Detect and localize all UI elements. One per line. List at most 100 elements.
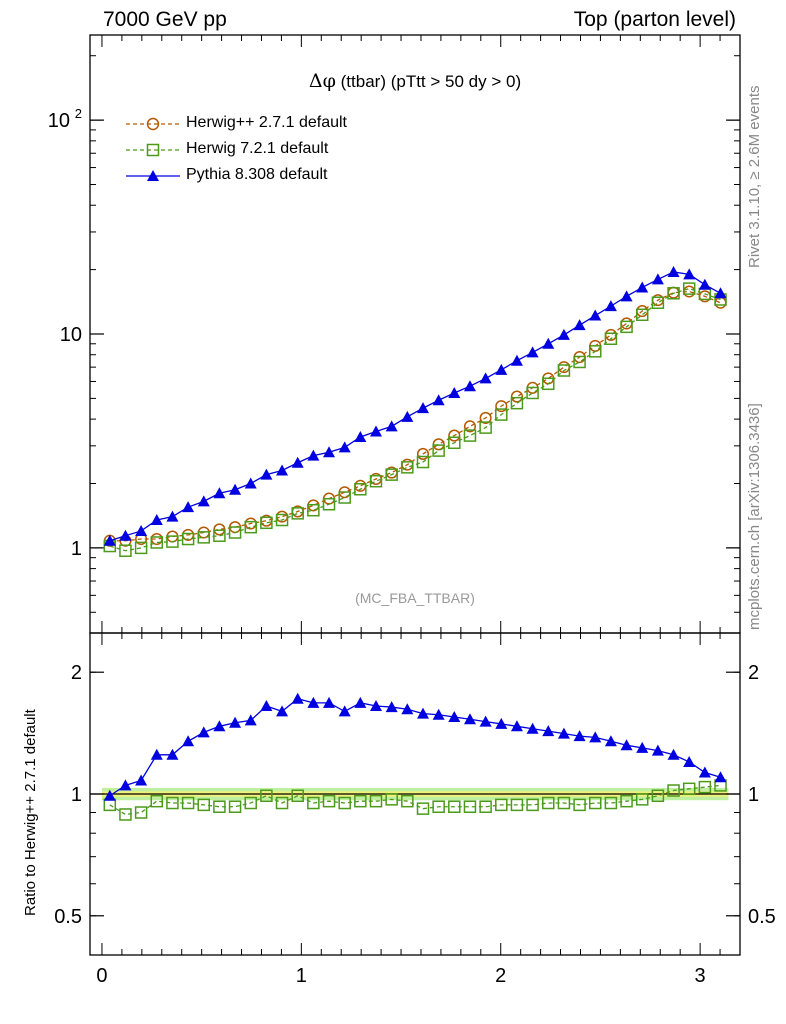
- ratio-series-square-point: [119, 808, 132, 821]
- ratio-series-triangle-point: [182, 735, 195, 747]
- ratio-series-square-point: [228, 800, 242, 814]
- main-series-square-point: [510, 396, 524, 410]
- ratio-series-square-point: [166, 796, 179, 810]
- main-series-square-point: [432, 444, 445, 457]
- main-x-ticks: [101, 35, 741, 633]
- main-series-square-point: [557, 364, 571, 377]
- ratio-series-triangle-point: [370, 700, 382, 712]
- legend-label-herwigpp: Herwig++ 2.7.1 default: [186, 114, 347, 131]
- ratio-series-square-point: [197, 798, 210, 812]
- ratio-y-tick-label-right: 1: [748, 784, 759, 806]
- ratio-series-square: [103, 779, 727, 821]
- main-series-square-point: [635, 308, 649, 322]
- ratio-y-axis-label: Ratio to Herwig++ 2.7.1 default: [22, 709, 39, 916]
- ratio-series-triangle-point: [683, 755, 696, 767]
- ratio-series-square-point: [651, 789, 665, 803]
- plot-title-symbol: Δφ: [308, 70, 336, 92]
- ratio-series-triangle-point: [636, 741, 649, 753]
- main-series-triangle-point: [714, 287, 727, 299]
- main-series-circle-point: [495, 400, 508, 413]
- main-series-square-point: [119, 544, 132, 557]
- main-series-square-point: [307, 503, 320, 517]
- ratio-series-square-point: [338, 796, 351, 810]
- main-series-triangle-point: [244, 477, 257, 489]
- ratio-series-triangle-point: [714, 771, 727, 783]
- main-series-triangle-point: [354, 430, 367, 442]
- ratio-panel: 0.5 0.5 1 1 2 2 0 1 2 3: [54, 632, 776, 987]
- ratio-series-triangle-point: [291, 692, 304, 704]
- analysis-tag: (MC_FBA_TTBAR): [355, 590, 475, 606]
- main-series-square-point: [682, 282, 696, 295]
- ratio-series-triangle-point: [276, 705, 289, 717]
- ratio-series-triangle-line: [109, 697, 721, 797]
- main-series-triangle-point: [103, 534, 116, 546]
- ratio-series-triangle-point: [510, 720, 523, 732]
- ratio-series-square-point: [682, 782, 696, 796]
- x-tick-label: 0: [96, 965, 107, 987]
- main-series-triangle-point: [526, 346, 539, 358]
- ratio-series-square-point: [369, 794, 383, 808]
- ratio-series-square-point: [526, 798, 539, 812]
- main-series-square-point: [604, 332, 618, 346]
- main-series-square-point: [166, 535, 179, 548]
- ratio-series-triangle-point: [620, 739, 633, 751]
- main-series-circle-point: [510, 390, 523, 403]
- ratio-series-square-point: [542, 796, 555, 810]
- main-series-triangle-point: [495, 363, 508, 375]
- main-series-triangle-point: [385, 420, 398, 432]
- ratio-series-square-point: [150, 794, 164, 808]
- ratio-series-square-point: [291, 789, 304, 803]
- ratio-series-triangle-point: [479, 715, 492, 727]
- main-series-triangle-point: [229, 483, 242, 495]
- ratio-series-triangle-point: [416, 707, 429, 719]
- ratio-series-triangle-point: [103, 789, 116, 801]
- ratio-series-square-point: [557, 796, 571, 810]
- ratio-series-triangle-point: [573, 730, 586, 742]
- main-series-triangle-line: [109, 271, 721, 542]
- main-series-triangle-point: [307, 449, 320, 461]
- ratio-series-triangle-point: [307, 696, 320, 708]
- ratio-y-ticks: [90, 671, 740, 956]
- ratio-series-square-point: [635, 793, 649, 806]
- main-series-square-point: [385, 468, 398, 481]
- ratio-series-triangle-point: [323, 696, 336, 708]
- ratio-series-triangle-point: [213, 720, 226, 732]
- main-series-square-point: [651, 296, 665, 309]
- mcplots-reference-label: mcplots.cern.ch [arXiv:1306.3436]: [746, 403, 763, 630]
- ratio-series-square-point: [573, 798, 586, 812]
- ratio-series-square-point: [495, 798, 508, 812]
- header-beam-label: 7000 GeV pp: [103, 8, 227, 31]
- main-series-square-point: [416, 455, 430, 469]
- main-series-triangle-point: [542, 337, 555, 349]
- ratio-series-triangle-point: [589, 731, 602, 743]
- ratio-series-square-point: [354, 794, 367, 808]
- ratio-series-triangle-point: [604, 735, 617, 747]
- legend-label-herwig7: Herwig 7.2.1 default: [186, 140, 329, 157]
- main-series-triangle-point: [291, 456, 304, 468]
- ratio-series-square-point: [260, 789, 273, 803]
- ratio-series-square-point: [275, 796, 289, 810]
- ratio-series-triangle-point: [463, 713, 476, 725]
- ratio-series-triangle-point: [542, 725, 555, 737]
- main-series-triangle-point: [604, 300, 617, 312]
- main-series-circle-point: [213, 523, 226, 536]
- ratio-series-triangle-point: [119, 779, 132, 791]
- main-series-circle-point: [479, 411, 492, 425]
- ratio-series-square-point: [181, 796, 195, 810]
- main-series-square-point: [526, 386, 539, 400]
- main-series-square-point: [463, 429, 477, 442]
- main-series-square-point: [197, 531, 210, 544]
- ratio-series-triangle-point: [135, 774, 148, 786]
- ratio-series-square-point: [463, 800, 477, 814]
- ratio-series-triangle-point: [495, 717, 508, 729]
- ratio-x-ticks: [101, 633, 741, 955]
- main-series-triangle-point: [667, 265, 680, 277]
- main-series-triangle-point: [150, 514, 163, 526]
- main-series-square-point: [322, 497, 336, 511]
- ratio-series-square-point: [479, 800, 492, 814]
- x-tick-label: 2: [495, 965, 506, 987]
- ratio-series-triangle-point: [526, 722, 539, 734]
- ratio-series-triangle-point: [354, 696, 367, 708]
- main-series-square-point: [495, 408, 508, 421]
- main-series-circle-line: [109, 290, 721, 542]
